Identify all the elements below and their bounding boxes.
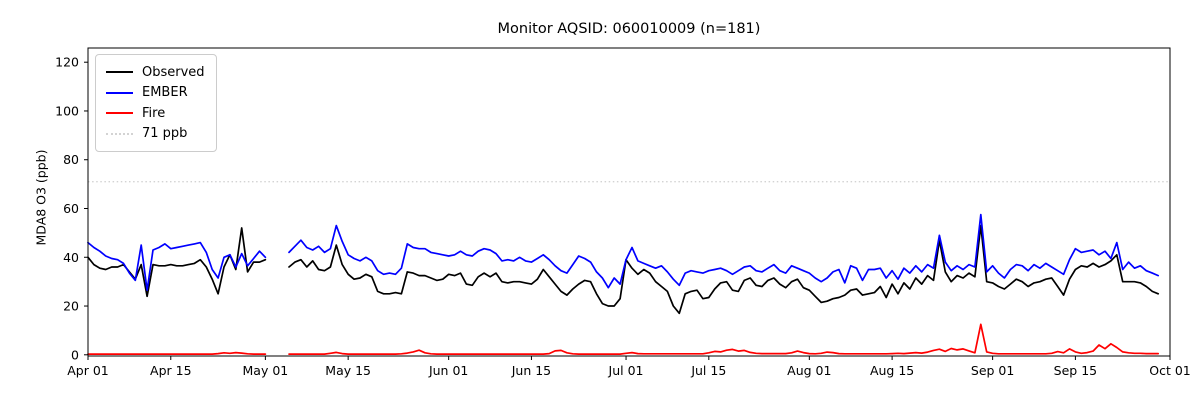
x-tick-label: Jul 15 — [690, 363, 726, 378]
series-observed-line — [87, 224, 1160, 315]
chart-title: Monitor AQSID: 060010009 (n=181) — [497, 21, 761, 37]
y-tick-label: 40 — [63, 250, 79, 265]
observed-line-sample — [106, 71, 133, 74]
x-tick-label: May 01 — [243, 363, 289, 378]
y-tick-label: 0 — [71, 347, 79, 362]
threshold-line-sample — [106, 132, 133, 135]
legend-label-ember: EMBER — [142, 85, 188, 101]
x-tick-label: Aug 15 — [870, 363, 914, 378]
plot-border — [87, 47, 1171, 357]
legend-item-ember: EMBER — [106, 83, 205, 104]
legend-label-observed: Observed — [142, 64, 205, 80]
x-tick-label: Apr 15 — [150, 363, 192, 378]
x-tick-label: Sep 01 — [971, 363, 1014, 378]
x-tick-label: Jul 01 — [608, 363, 644, 378]
x-tick-label: Sep 15 — [1054, 363, 1097, 378]
legend-item-fire: Fire — [106, 103, 205, 124]
y-tick-label: 60 — [63, 201, 79, 216]
x-tick-label: Jun 15 — [511, 363, 551, 378]
x-tick-label: Apr 01 — [67, 363, 109, 378]
x-tick-label: Aug 01 — [787, 363, 831, 378]
series-fire-line — [87, 323, 1160, 355]
legend: Observed EMBER Fire 71 ppb — [95, 54, 217, 152]
y-tick-label: 80 — [63, 152, 79, 167]
legend-item-observed: Observed — [106, 62, 205, 83]
y-tick-label: 20 — [63, 299, 79, 314]
legend-label-threshold: 71 ppb — [142, 126, 188, 142]
y-tick-label: 120 — [55, 55, 79, 70]
x-tick-label: Oct 01 — [1149, 363, 1191, 378]
x-tick-label: Jun 01 — [428, 363, 468, 378]
y-tick-label: 100 — [55, 103, 79, 118]
series-ember-line — [87, 213, 1160, 292]
ember-line-sample — [106, 91, 133, 94]
legend-item-threshold: 71 ppb — [106, 124, 205, 145]
x-tick-label: May 15 — [325, 363, 371, 378]
fire-line-sample — [106, 112, 133, 115]
legend-label-fire: Fire — [142, 105, 166, 121]
